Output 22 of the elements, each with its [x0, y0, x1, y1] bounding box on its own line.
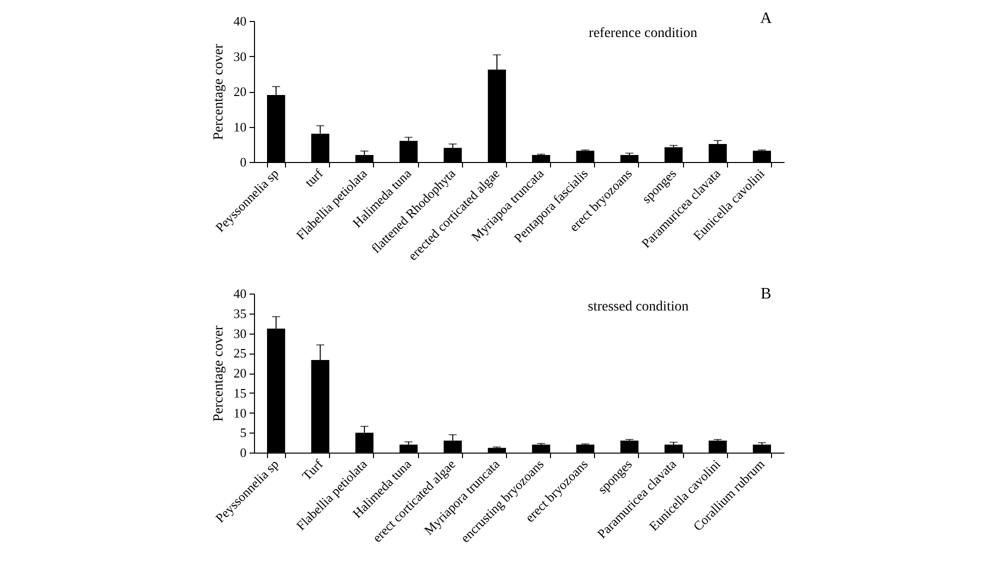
y-tick-label: 35	[234, 306, 246, 321]
y-axis-title: Percentage cover	[212, 325, 226, 422]
x-tick-label: Turf	[299, 456, 326, 484]
y-tick-label: 25	[234, 346, 246, 361]
y-tick-label: 10	[234, 405, 246, 420]
y-tick-label: 30	[234, 48, 246, 64]
y-tick-label: 0	[240, 154, 246, 170]
y-tick-label: 0	[240, 445, 246, 460]
y-tick-label: 20	[234, 366, 246, 381]
y-tick-label: 40	[234, 286, 246, 302]
x-tick-label: turf	[302, 165, 326, 190]
annotation: stressed condition	[588, 300, 689, 315]
y-axis-title: Percentage cover	[212, 44, 226, 140]
y-tick-label: 40	[234, 14, 246, 28]
y-tick-label: 30	[234, 326, 246, 341]
annotation: A	[760, 10, 772, 27]
annotation: B	[760, 286, 772, 303]
annotation: reference condition	[588, 26, 698, 41]
y-tick-label: 20	[234, 84, 246, 99]
y-tick-label: 15	[234, 385, 246, 400]
y-tick-label: 10	[234, 119, 246, 134]
y-tick-label: 5	[240, 425, 246, 440]
